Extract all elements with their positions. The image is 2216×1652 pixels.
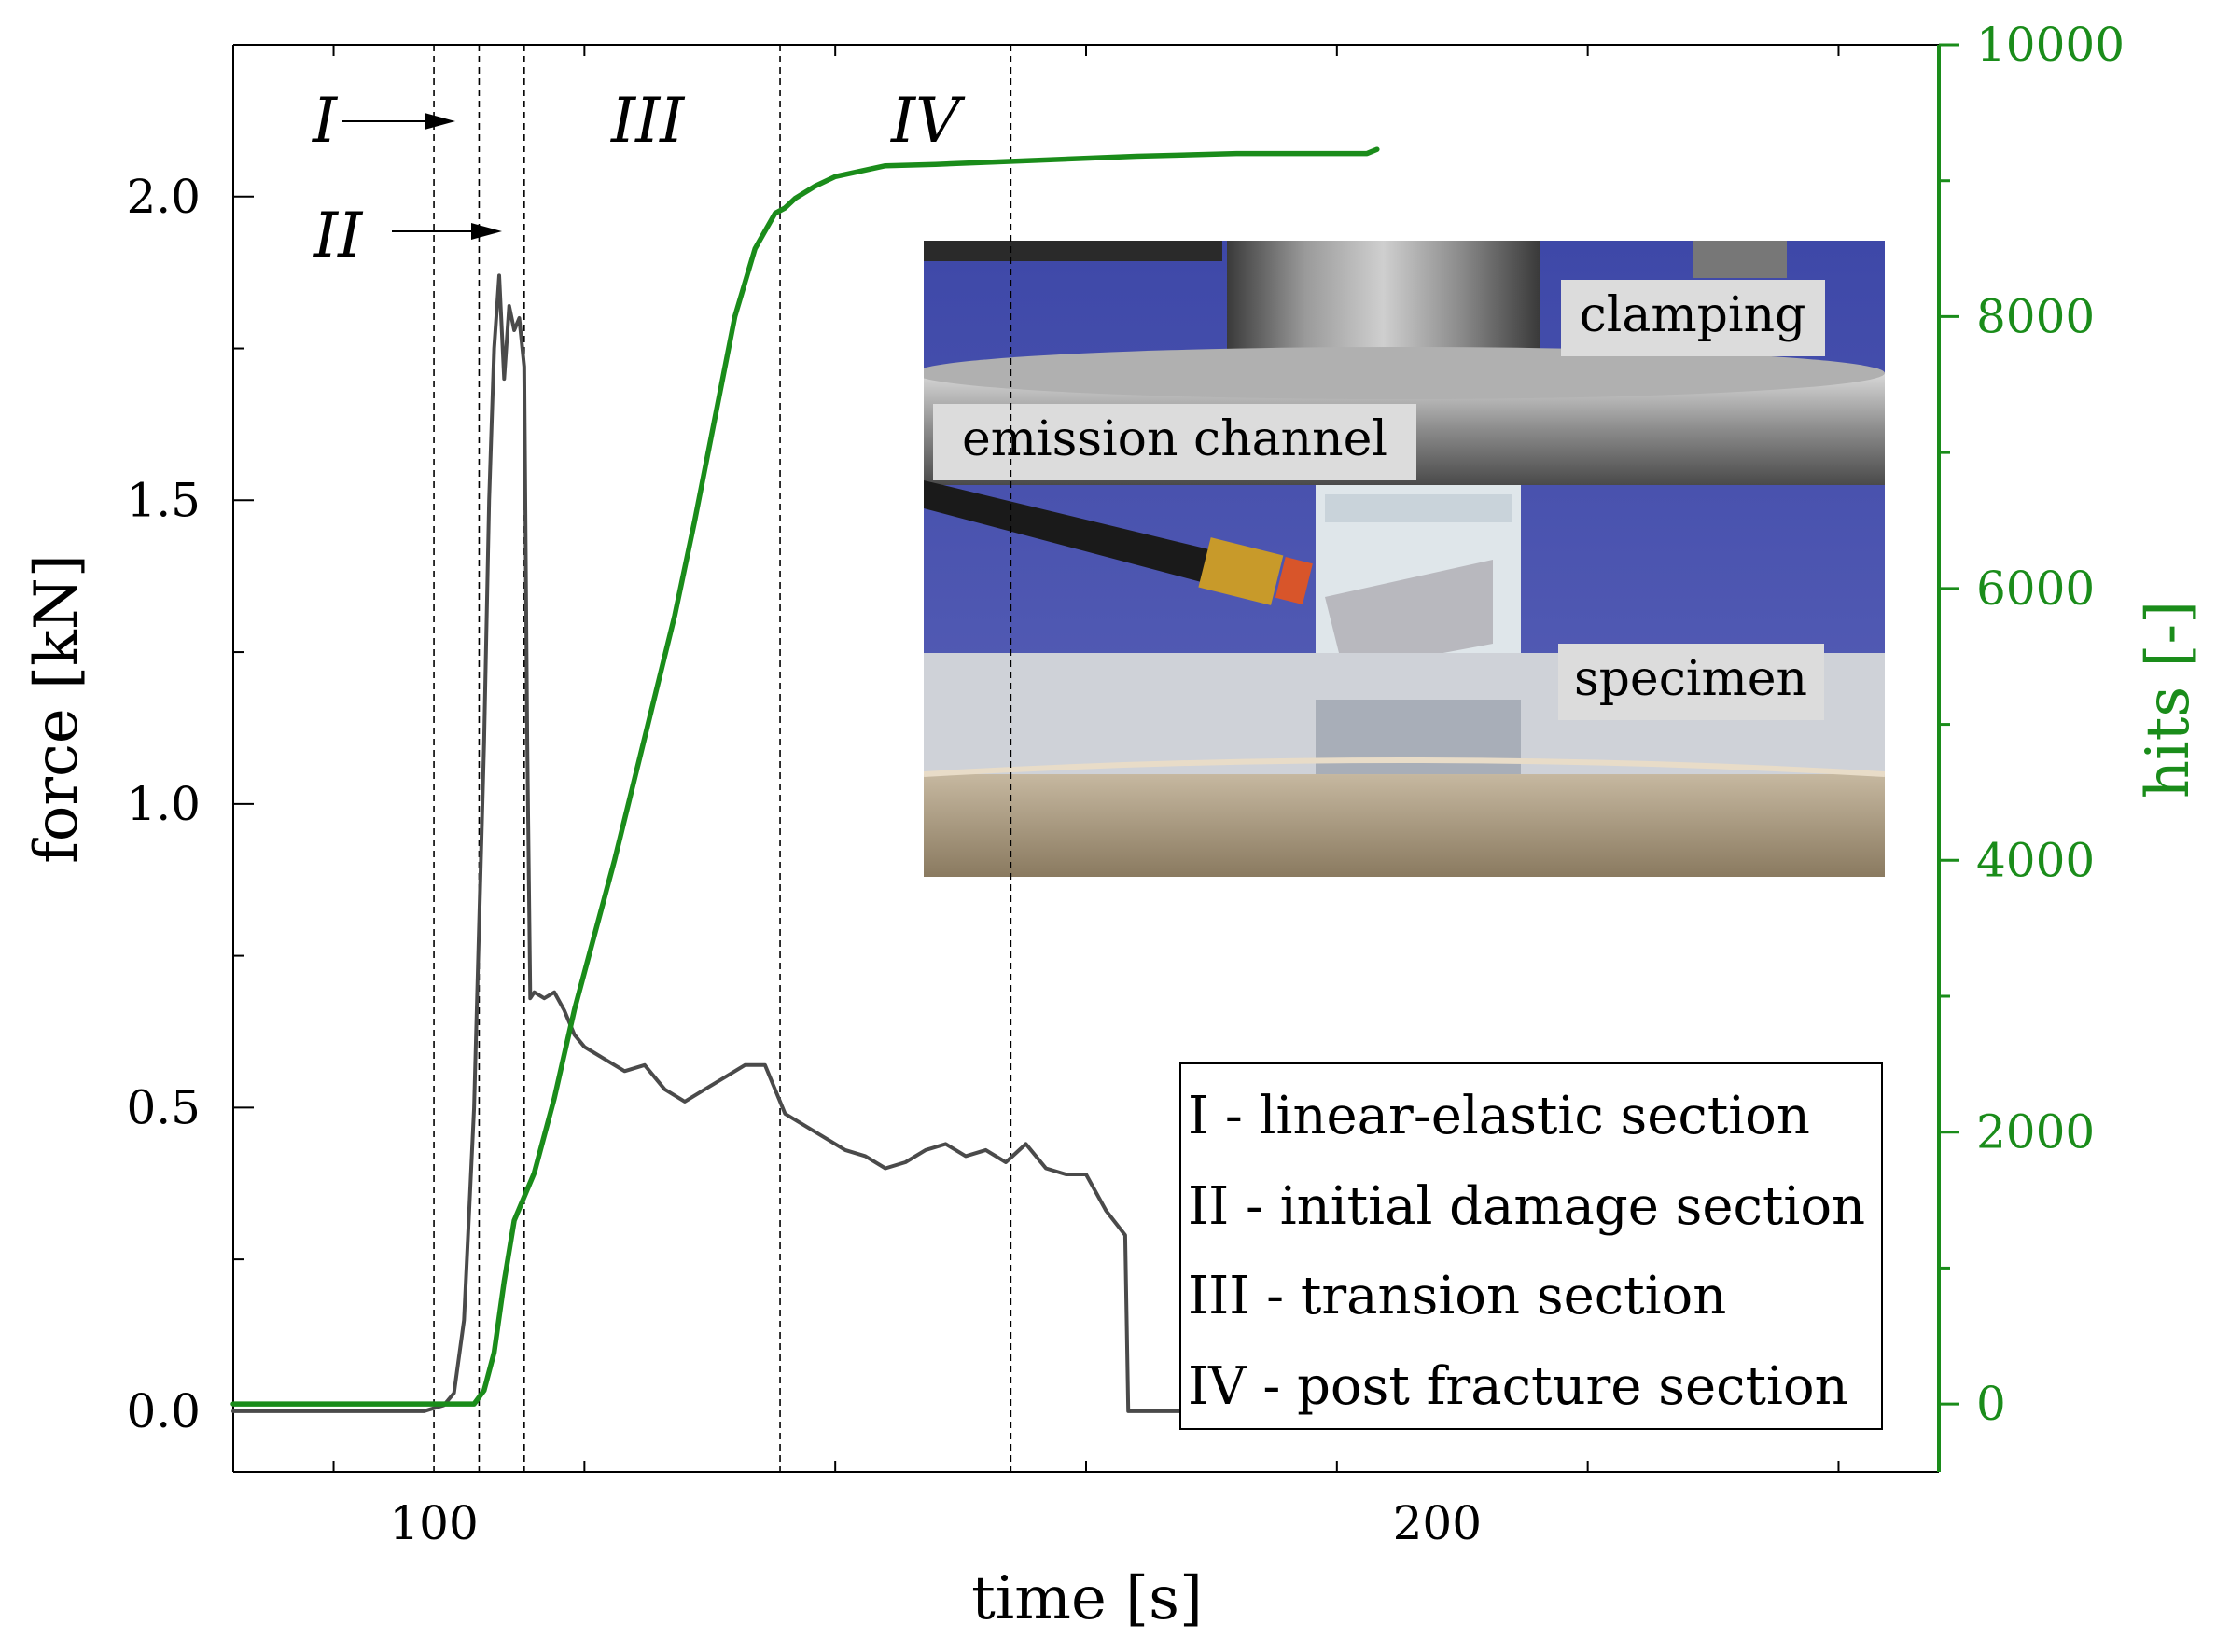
- legend-entry-3: III - transion section: [1188, 1266, 1726, 1326]
- y-left-tick-label: 1.5: [126, 473, 201, 527]
- x-tick-label: 100: [389, 1496, 478, 1550]
- svg-text:emission channel: emission channel: [962, 411, 1387, 467]
- svg-text:II: II: [313, 200, 364, 271]
- annotation-section-iv: IV: [890, 85, 966, 157]
- legend: I - linear-elastic section II - initial …: [1179, 1062, 1883, 1430]
- x-axis-title: time [s]: [971, 1564, 1203, 1633]
- legend-entry-4: IV - post fracture section: [1188, 1356, 1848, 1417]
- annotation-section-ii: II: [313, 200, 502, 271]
- legend-entry-1: I - linear-elastic section: [1188, 1086, 1810, 1146]
- y-right-tick-label: 6000: [1976, 562, 2095, 616]
- photo-label-clamping: clamping: [1561, 280, 1825, 356]
- y-right-tick-label: 8000: [1976, 289, 2095, 343]
- section-divider-lines: [433, 45, 1012, 1472]
- photo-label-emission-channel: emission channel: [933, 404, 1416, 480]
- annotation-section-iii: III: [610, 85, 686, 157]
- series-layer: [230, 146, 1410, 1413]
- y-right-tick-label: 2000: [1976, 1105, 2095, 1159]
- y-axis-left-title: force [kN]: [22, 554, 91, 864]
- series-force-line: [231, 273, 1410, 1413]
- y-left-tick-label: 1.0: [126, 777, 201, 831]
- y-left-tick-label: 2.0: [126, 170, 201, 224]
- y-right-tick-label: 0: [1976, 1377, 2006, 1431]
- x-tick-label: 200: [1393, 1496, 1482, 1550]
- svg-text:specimen: specimen: [1574, 651, 1807, 707]
- y-axis-right-title: hits [-]: [2134, 601, 2203, 798]
- annotation-section-i: I: [312, 85, 455, 157]
- svg-text:I: I: [312, 85, 339, 157]
- y-right-tick-label: 4000: [1976, 833, 2095, 887]
- y-left-tick-label: 0.5: [126, 1080, 201, 1134]
- svg-text:clamping: clamping: [1580, 287, 1806, 343]
- photo-label-specimen: specimen: [1558, 644, 1824, 720]
- y-right-tick-label: 10000: [1976, 18, 2125, 72]
- series-hits-line: [230, 146, 1380, 1407]
- legend-entry-2: II - initial damage section: [1188, 1176, 1865, 1237]
- y-left-tick-label: 0.0: [126, 1384, 201, 1438]
- axes: 100 200 0.0 0.5 1.0 1.5 2.0 0 2000 4000 6000 8000 10…: [126, 18, 2125, 1550]
